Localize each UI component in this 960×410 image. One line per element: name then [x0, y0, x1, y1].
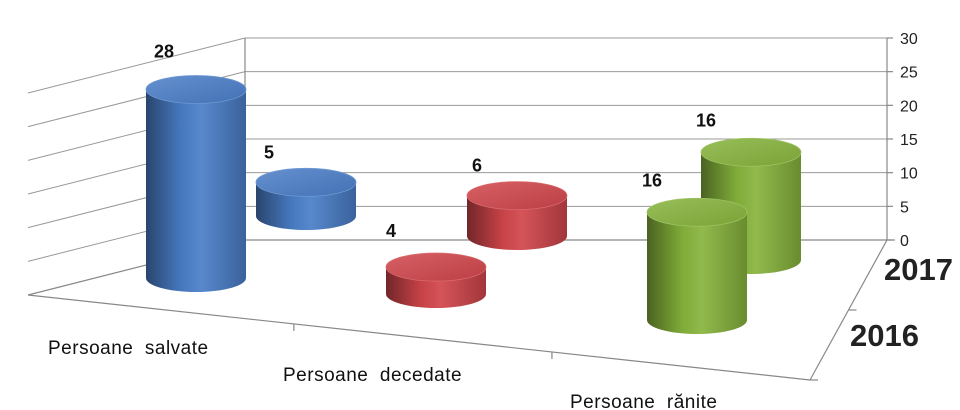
series-label: 2017	[884, 252, 953, 287]
series-labels: 2016 2017	[850, 252, 953, 353]
category-label: Persoane rănite	[570, 392, 717, 410]
category-label: Persoane salvate	[48, 338, 209, 359]
cylinder-body	[647, 212, 747, 334]
data-label: 5	[264, 142, 274, 162]
y-tick-label: 20	[900, 98, 918, 115]
category-label: Persoane decedate	[283, 365, 462, 386]
y-tick-label: 0	[900, 233, 909, 250]
cylinder-top	[385, 252, 487, 282]
cylinder-top	[646, 197, 748, 227]
data-label: 16	[642, 170, 662, 190]
cylinder-top	[466, 181, 568, 211]
left-wall-gridline	[27, 37, 246, 94]
bar-2017-0	[255, 167, 357, 230]
y-tick-label: 10	[900, 166, 918, 183]
x-axis	[27, 294, 811, 381]
bar-2016-0	[145, 75, 247, 292]
cylinder-top	[700, 137, 802, 167]
y-tick-label: 25	[900, 65, 918, 82]
bar-2016-2	[646, 197, 748, 334]
data-label: 28	[154, 41, 174, 61]
data-label: 16	[696, 110, 716, 130]
cylinder-top	[255, 167, 357, 197]
category-labels: Persoane salvate Persoane decedate Persoan…	[48, 338, 717, 410]
y-tick-label: 5	[900, 199, 909, 216]
data-labels: 28 4 16 5 6 16	[154, 41, 716, 241]
data-label: 6	[472, 156, 482, 176]
bar-2017-1	[466, 181, 568, 250]
bars	[145, 75, 802, 334]
series-label: 2016	[850, 318, 919, 353]
y-axis-ticks: 0 5 10 15 20 25 30	[887, 31, 918, 250]
y-tick-label: 30	[900, 31, 918, 48]
cylinder-body	[467, 195, 567, 250]
cylinder-top	[145, 75, 247, 104]
bar-2016-1	[385, 252, 487, 308]
data-label: 4	[386, 221, 396, 241]
y-tick-label: 15	[900, 132, 918, 149]
cylinder-body	[146, 89, 246, 292]
